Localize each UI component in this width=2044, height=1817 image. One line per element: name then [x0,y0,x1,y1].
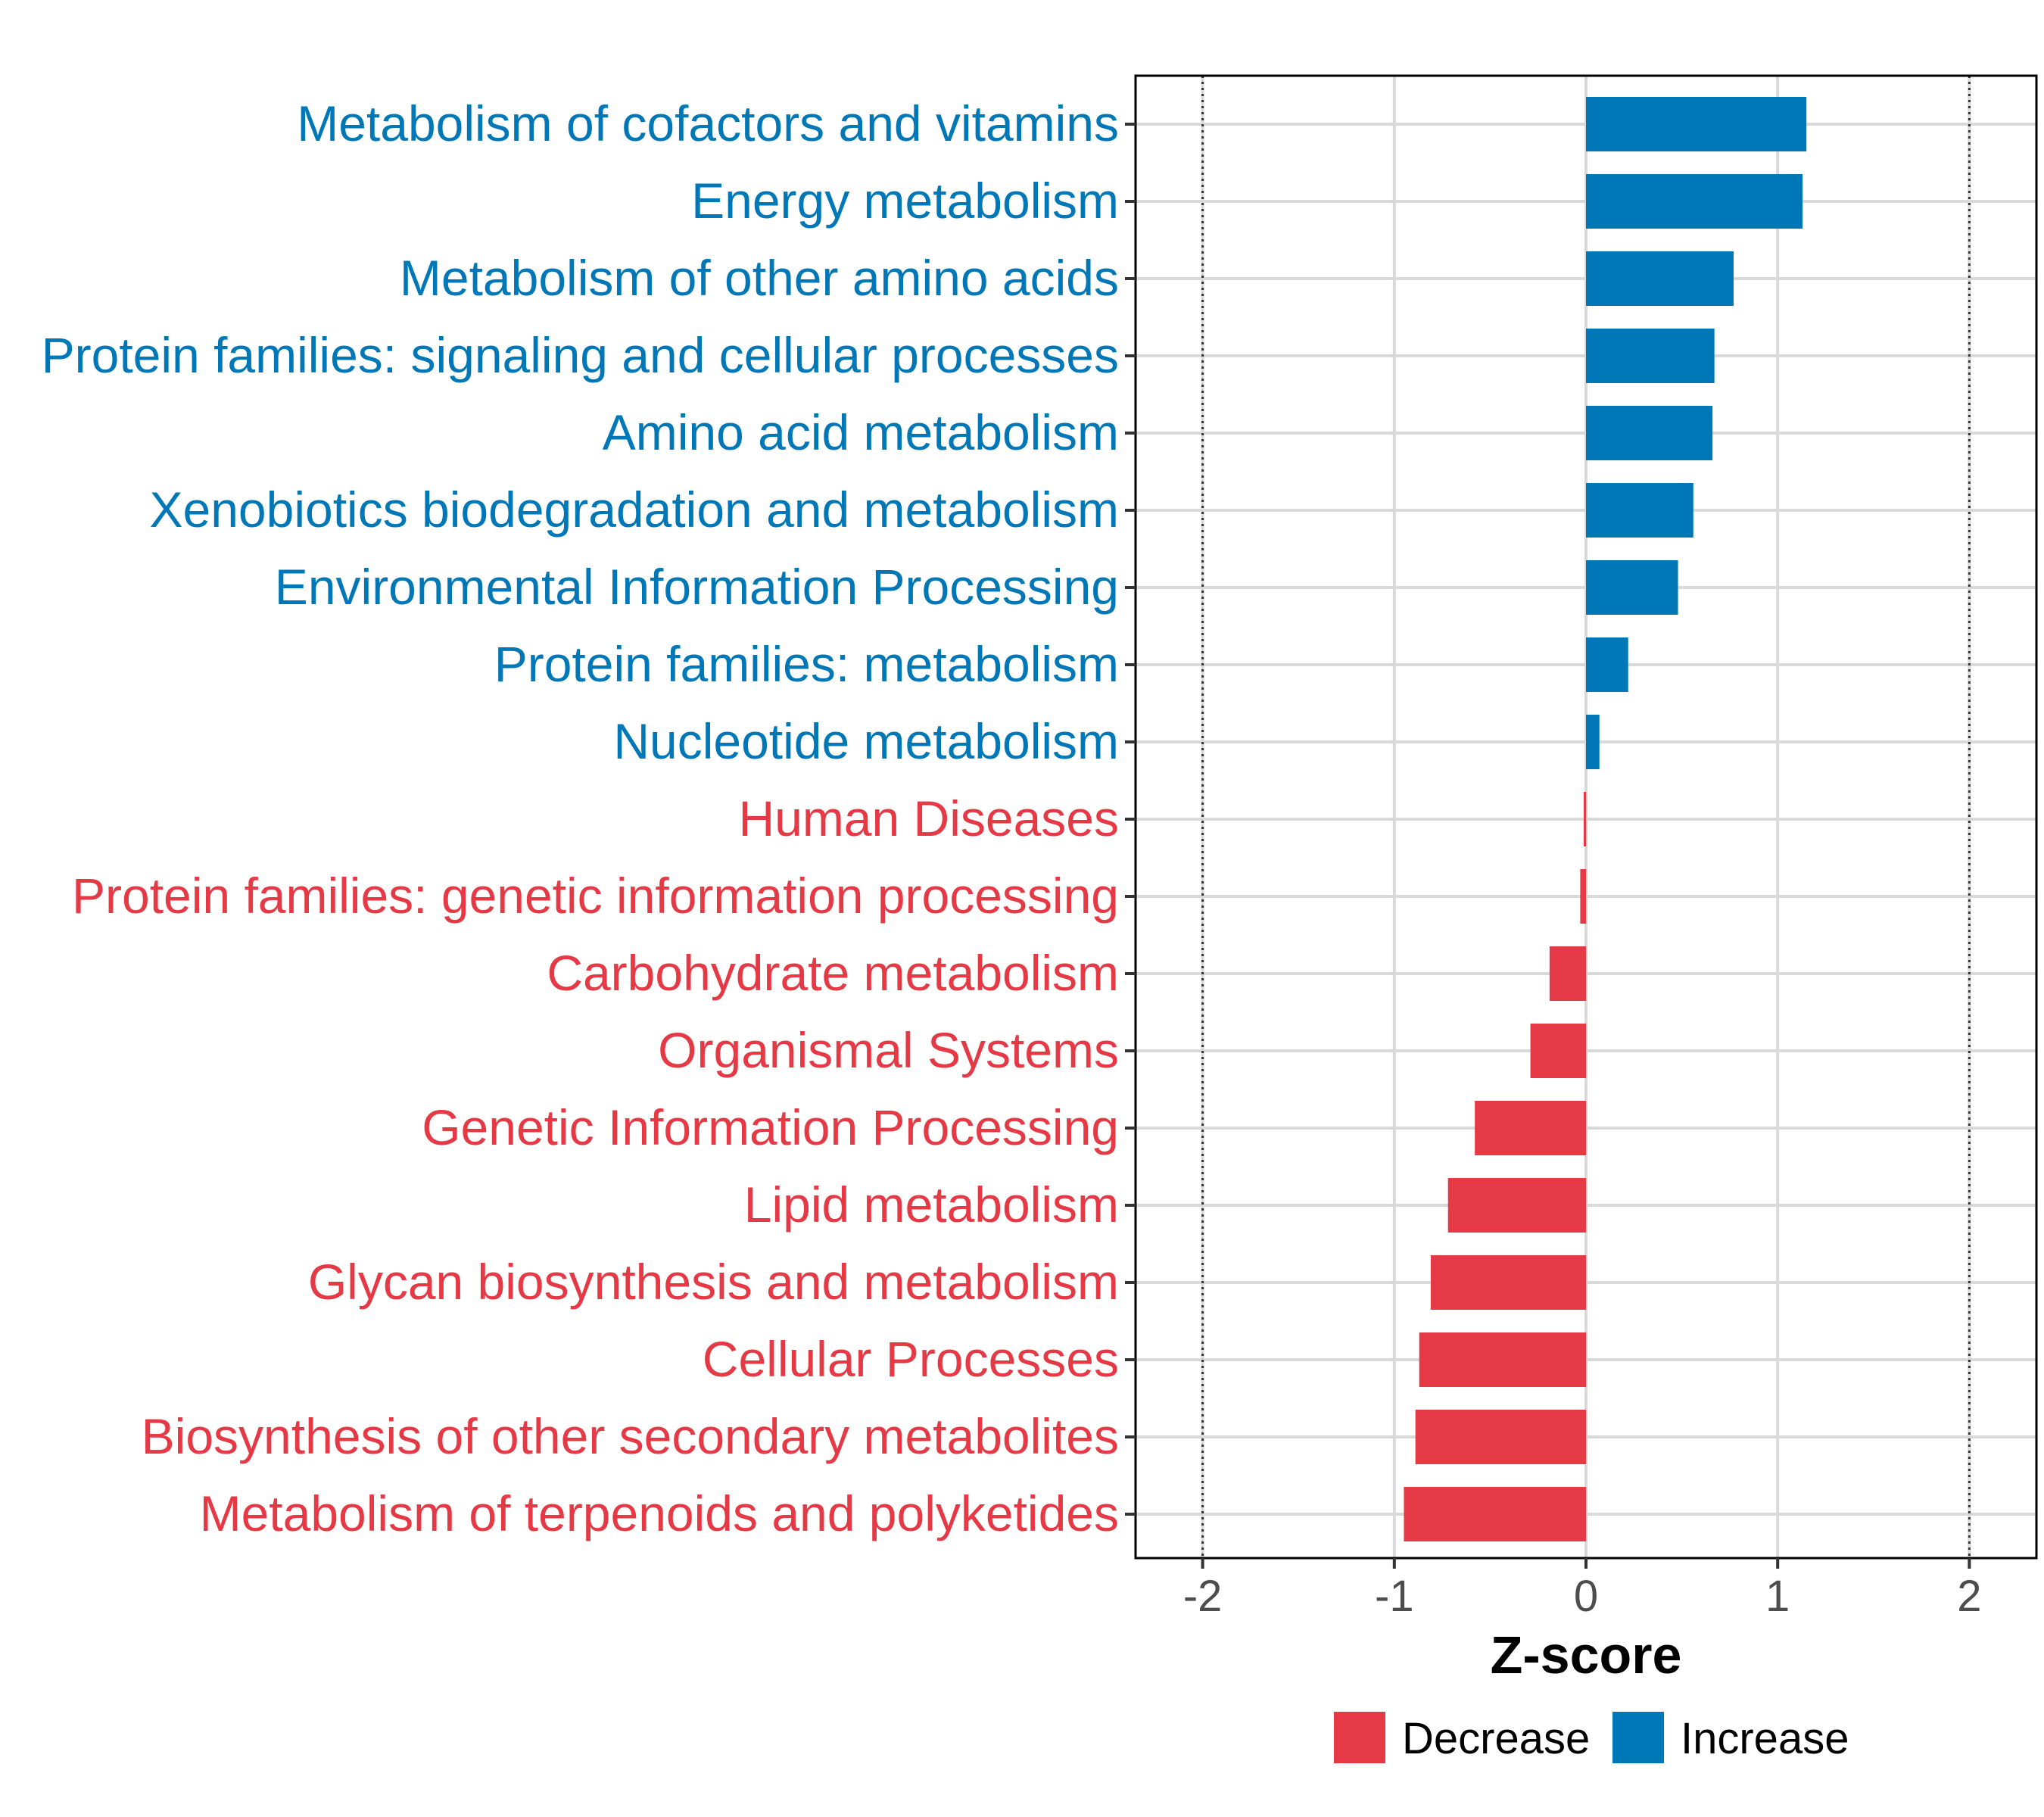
category-label: Energy metabolism [691,173,1119,229]
bar-metabolism-of-cofactors-and-vitamins [1586,97,1807,151]
reference-lines [1201,76,1971,1558]
bar-carbohydrate-metabolism [1549,946,1586,1001]
bar-protein-families-signaling-and-cellular-processes [1586,329,1715,383]
bar-lipid-metabolism [1447,1178,1586,1233]
category-label: Protein families: signaling and cellular… [42,327,1119,383]
category-label: Carbohydrate metabolism [547,945,1119,1001]
x-tick-label: 2 [1957,1572,1981,1621]
category-label: Metabolism of other amino acids [400,250,1119,306]
y-axis-labels: Metabolism of cofactors and vitamins Ener… [42,95,1119,1541]
bar-xenobiotics-biodegradation-and-metabolism [1586,483,1693,538]
category-label: Nucleotide metabolism [613,713,1119,769]
bar-protein-families-genetic-information-processing [1580,869,1586,924]
category-label: Organismal Systems [658,1022,1119,1078]
legend-label-increase: Increase [1681,1714,1849,1763]
x-tick-label: -1 [1375,1572,1414,1621]
bar-cellular-processes [1419,1332,1586,1387]
x-tick-label: -2 [1183,1572,1223,1621]
bar-biosynthesis-of-other-secondary-metabolites [1415,1410,1586,1464]
x-tick-label: 0 [1574,1572,1598,1621]
category-label: Human Diseases [738,790,1119,846]
bar-environmental-information-processing [1586,560,1678,615]
x-tick-label: 1 [1765,1572,1790,1621]
y-axis-ticks [1125,123,1136,1516]
category-label: Amino acid metabolism [603,404,1119,460]
bar-genetic-information-processing [1475,1101,1586,1155]
category-label: Cellular Processes [703,1331,1119,1387]
bar-metabolism-of-other-amino-acids [1586,251,1734,306]
category-label: Lipid metabolism [744,1177,1119,1233]
legend-swatch-decrease [1334,1712,1385,1763]
legend-swatch-increase [1612,1712,1664,1763]
bar-human-diseases [1584,792,1586,846]
bar-glycan-biosynthesis-and-metabolism [1430,1255,1586,1310]
category-label: Biosynthesis of other secondary metaboli… [142,1408,1119,1464]
category-label: Metabolism of cofactors and vitamins [297,95,1119,151]
x-axis-labels: -2 -1 0 1 2 [1183,1572,1982,1621]
x-axis-ticks [1201,1558,1971,1569]
category-label: Environmental Information Processing [275,559,1119,615]
bar-protein-families-metabolism [1586,637,1628,692]
category-label: Protein families: metabolism [494,636,1119,692]
bar-nucleotide-metabolism [1586,715,1600,769]
bars [1404,97,1807,1541]
category-label: Xenobiotics biodegradation and metabolis… [150,482,1120,538]
category-label: Genetic Information Processing [422,1099,1119,1155]
category-label: Protein families: genetic information pr… [72,868,1119,924]
bar-energy-metabolism [1586,174,1803,229]
category-label: Metabolism of terpenoids and polyketides [200,1485,1119,1541]
bar-organismal-systems [1530,1024,1586,1078]
bar-amino-acid-metabolism [1586,406,1713,460]
legend-label-decrease: Decrease [1402,1714,1590,1763]
x-axis-title: Z-score [1491,1625,1682,1685]
bar-metabolism-of-terpenoids-and-polyketides [1404,1487,1586,1541]
category-label: Glycan biosynthesis and metabolism [308,1254,1119,1310]
legend: Decrease Increase [1334,1712,1849,1763]
